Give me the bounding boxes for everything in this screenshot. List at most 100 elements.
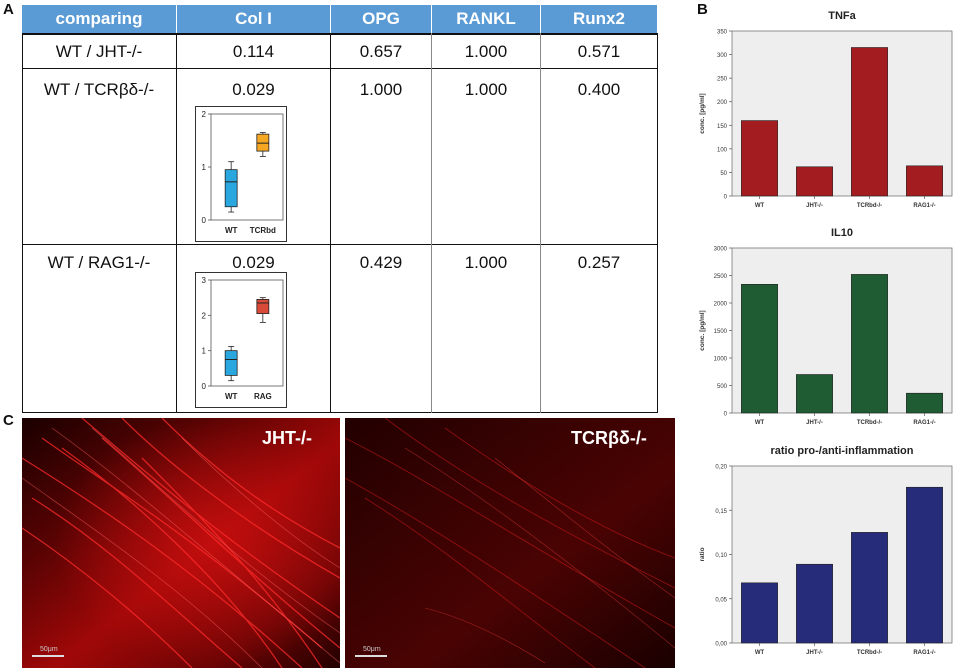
box-body [256,133,270,152]
y-tick-label: 150 [717,124,728,130]
inset-category-label: RAG [254,392,272,401]
bar-WT [741,582,778,644]
row3-rankl: 1.000 [464,253,508,272]
row2-runx2: 0.400 [577,80,621,99]
y-tick-label: 0 [724,412,728,418]
panel-letter-c: C [3,412,14,429]
y-tick-label: 0 [724,195,728,201]
table-rule [431,33,432,413]
row1-col1: 0.114 [232,42,275,61]
y-axis-label: ratio [699,547,706,561]
bar-TCRbd-/- [851,47,888,197]
x-tick-label: WT [755,203,765,209]
row3-opg: 0.429 [359,253,403,272]
bar-TCRbd-/- [851,532,888,644]
bar-WT [741,283,778,414]
x-tick-label: JHT-/- [806,420,823,426]
row2-comparing: WT / TCRβδ-/- [43,80,155,99]
bar-TCRbd-/- [851,274,888,414]
bar-JHT-/- [796,166,833,197]
micrograph-label-jht: JHT-/- [262,428,313,448]
panel-letter-a: A [3,1,14,18]
table-rule [22,412,658,413]
table-rule [22,244,658,245]
inset-category-label: WT [225,392,238,401]
row2-col1: 0.029 [232,80,275,99]
scale-bar [355,655,387,657]
inset-tick-label: 0 [202,382,207,391]
micrograph-label-tcrbd: TCRβδ-/- [571,428,647,448]
y-tick-label: 3000 [714,247,728,253]
y-tick-label: 2500 [714,274,728,280]
row3-col1: 0.029 [232,253,275,272]
x-tick-label: JHT-/- [806,203,823,209]
x-tick-label: TCRbd-/- [857,650,882,656]
x-tick-label: RAG1-/- [913,650,935,656]
inset-frame [195,106,287,242]
table-rule [22,33,23,413]
inset-tick-label: 2 [202,311,207,320]
y-tick-label: 50 [720,171,727,177]
chart-title: ratio pro-/anti-inflammation [771,445,914,457]
inset-category-label: TCRbd [250,226,276,235]
box-body [256,299,270,314]
table-rule [22,33,658,35]
x-tick-label: WT [755,420,765,426]
inset-tick-label: 2 [202,110,207,119]
header-col1: Col I [177,5,330,33]
y-axis-label: conc. [pg/ml] [699,310,706,350]
y-tick-label: 100 [717,147,728,153]
bar-WT [741,120,778,197]
x-tick-label: TCRbd-/- [857,203,882,209]
header-rankl: RANKL [432,5,540,33]
y-axis-label: conc. [pg/ml] [699,93,706,133]
row3-runx2: 0.257 [577,253,621,272]
x-tick-label: RAG1-/- [913,420,935,426]
table-rule [330,33,331,413]
box-body [224,169,238,208]
row1-rankl: 1.000 [464,42,508,61]
row2-opg: 1.000 [359,80,403,99]
table-rule [176,33,177,413]
chart-tnfa: TNFa 0 50 100 150 200 250 300 350 conc. [pg/ml] WT… [699,10,953,209]
y-tick-label: 200 [717,100,728,106]
inset-tick-label: 3 [202,276,207,285]
bar-JHT-/- [796,374,833,414]
y-tick-label: 1000 [714,357,728,363]
scale-label: 50μm [40,646,58,653]
chart-ratio: ratio pro-/anti-inflammation 0,00 0,05 0,10… [699,445,953,656]
bar-RAG1-/- [906,486,943,644]
y-tick-label: 300 [717,53,728,59]
scale-bar [32,655,64,657]
y-tick-label: 2000 [714,302,728,308]
y-tick-label: 0,05 [715,597,727,603]
header-opg: OPG [331,5,431,33]
micrograph-jht [22,418,340,668]
bar-RAG1-/- [906,392,943,414]
row3-comparing: WT / RAG1-/- [47,253,151,272]
chart-title: IL10 [831,227,853,239]
y-tick-label: 0,15 [715,509,727,515]
inset-plot-area [210,279,284,387]
micrograph-tcrbd [345,418,675,668]
bar-JHT-/- [796,563,833,644]
row1-runx2: 0.571 [577,42,621,61]
x-tick-label: WT [755,650,765,656]
table-rule [540,33,541,413]
panel-letter-b: B [697,1,708,18]
scale-label: 50μm [363,646,381,653]
table-rule [22,68,658,69]
x-tick-label: JHT-/- [806,650,823,656]
x-tick-label: TCRbd-/- [857,420,882,426]
x-tick-label: RAG1-/- [913,203,935,209]
header-comparing: comparing [22,5,176,33]
y-tick-label: 250 [717,77,728,83]
inset-frame [195,272,287,408]
table-rule [657,33,658,413]
row1-opg: 0.657 [359,42,403,61]
boxplot-inset-tcrbd: 0 1 2 WT TCRbd [195,106,287,242]
inset-tick-label: 1 [202,163,207,172]
inset-tick-label: 0 [202,216,207,225]
row1-comparing: WT / JHT-/- [55,42,143,61]
y-tick-label: 0,20 [715,465,727,471]
